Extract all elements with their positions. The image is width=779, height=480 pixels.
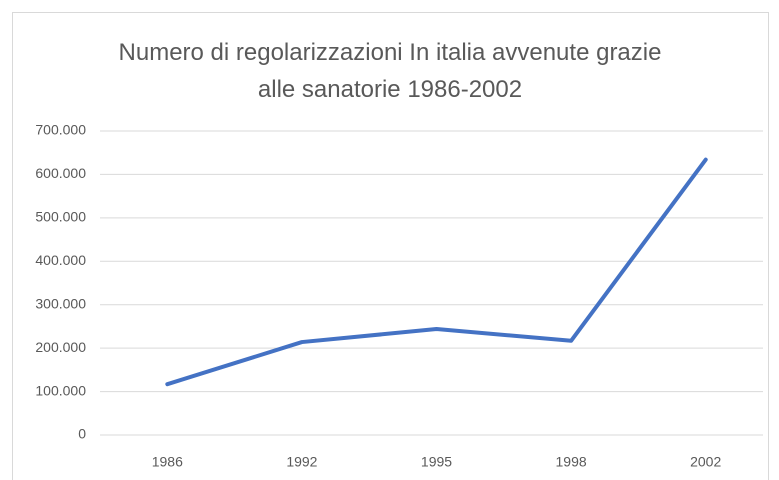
x-tick-label: 1998 <box>556 454 587 470</box>
y-tick-label: 400.000 <box>35 252 86 268</box>
y-tick-label: 600.000 <box>35 165 86 181</box>
y-tick-label: 700.000 <box>35 122 86 138</box>
y-tick-label: 100.000 <box>35 382 86 398</box>
x-tick-label: 2002 <box>690 454 721 470</box>
x-tick-label: 1995 <box>421 454 452 470</box>
y-tick-label: 300.000 <box>35 295 86 311</box>
x-tick-label: 1986 <box>152 454 183 470</box>
line-series <box>165 157 708 387</box>
chart-frame <box>12 12 769 480</box>
y-tick-label: 200.000 <box>35 339 86 355</box>
y-tick-label: 500.000 <box>35 209 86 225</box>
x-tick-label: 1992 <box>286 454 317 470</box>
y-tick-label: 0 <box>78 426 86 442</box>
chart-title: Numero di regolarizzazioni In italia avv… <box>118 39 662 103</box>
